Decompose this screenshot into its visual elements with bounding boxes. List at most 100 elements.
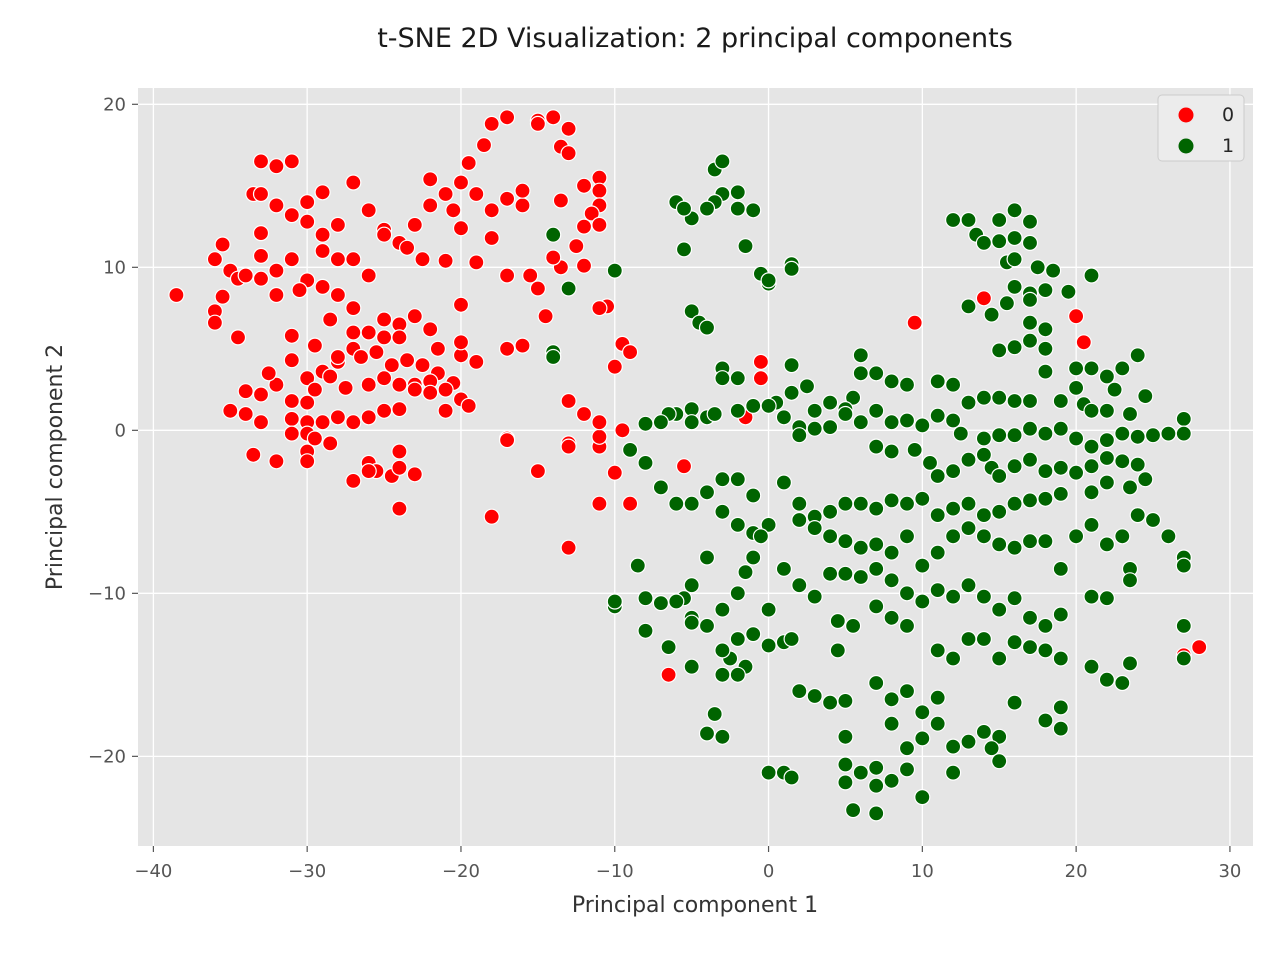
point-class-1 [806,519,823,537]
point-class-0 [499,340,516,357]
point-class-1 [775,560,793,578]
point-class-0 [283,352,300,369]
point-class-1 [914,490,931,507]
point-class-1 [545,348,562,366]
point-class-1 [1006,694,1023,711]
point-class-1 [929,689,946,706]
point-class-1 [760,601,777,618]
point-class-0 [468,185,485,203]
y-tick-label: −10 [88,583,126,604]
point-class-1 [1067,528,1085,545]
point-class-1 [844,801,862,819]
point-class-1 [729,370,746,387]
point-class-0 [306,381,323,398]
point-class-1 [1083,438,1100,455]
point-class-0 [422,171,439,188]
point-class-0 [360,324,377,341]
point-class-1 [698,549,716,566]
point-class-0 [376,370,393,387]
point-class-0 [406,381,423,398]
point-class-1 [791,511,808,529]
point-class-1 [1006,392,1023,410]
point-class-1 [745,549,762,566]
point-class-1 [1006,539,1023,556]
point-class-1 [668,495,685,512]
point-class-1 [560,280,577,297]
point-class-1 [837,405,854,423]
point-class-1 [914,704,931,721]
point-class-0 [206,251,223,268]
point-class-1 [1037,642,1054,659]
x-tick-label: 10 [911,861,934,882]
point-class-1 [883,492,900,509]
point-class-1 [1175,557,1192,574]
point-class-1 [868,438,885,455]
point-class-1 [844,617,862,635]
point-class-0 [460,397,477,414]
point-class-0 [468,353,485,370]
point-class-0 [399,239,416,256]
point-class-1 [783,769,800,786]
point-class-1 [844,389,862,406]
point-class-1 [806,687,823,705]
point-class-1 [698,725,716,742]
point-class-1 [1098,474,1116,491]
point-class-1 [821,419,839,436]
point-class-0 [314,278,331,295]
point-class-0 [675,458,693,475]
point-class-1 [745,625,762,643]
point-class-0 [514,337,531,354]
point-class-0 [252,225,270,242]
point-class-0 [376,311,393,328]
point-class-1 [714,642,731,659]
point-class-1 [791,682,808,700]
point-class-1 [883,609,900,626]
point-class-0 [360,409,377,426]
y-tick-label: 20 [103,94,126,115]
point-class-0 [283,207,300,224]
point-class-1 [960,519,977,537]
point-class-1 [1121,655,1139,672]
point-class-0 [406,466,423,483]
point-class-0 [399,352,416,369]
point-class-1 [1121,479,1139,496]
point-class-1 [729,516,746,534]
point-class-1 [1037,533,1054,550]
point-class-1 [883,691,900,708]
point-class-1 [745,487,762,504]
point-class-1 [1106,381,1123,398]
point-class-1 [1083,588,1100,605]
point-class-1 [898,376,916,393]
point-class-1 [652,479,670,496]
point-class-1 [1060,283,1077,300]
point-class-1 [837,728,854,745]
point-class-0 [545,109,562,126]
point-class-1 [944,528,962,545]
point-class-1 [1052,699,1069,716]
point-class-1 [1021,213,1039,230]
point-class-0 [352,348,370,366]
point-class-1 [929,544,946,561]
point-class-0 [206,314,223,331]
point-class-1 [1098,590,1116,607]
point-class-0 [168,286,185,304]
point-class-0 [376,402,393,419]
point-class-1 [1037,321,1054,338]
point-class-1 [883,715,900,732]
point-class-1 [837,533,854,550]
point-class-0 [1075,334,1092,351]
point-class-1 [714,601,731,618]
point-class-1 [991,233,1008,250]
point-class-1 [637,590,654,607]
point-class-1 [791,427,808,444]
point-class-1 [775,474,793,491]
point-class-1 [1037,712,1054,729]
point-class-1 [837,565,854,582]
point-class-1 [798,378,816,395]
point-class-1 [637,415,654,432]
point-class-1 [991,503,1008,520]
point-class-1 [1083,402,1100,419]
point-class-1 [883,414,900,431]
point-class-0 [499,109,516,126]
point-class-1 [1052,459,1069,476]
